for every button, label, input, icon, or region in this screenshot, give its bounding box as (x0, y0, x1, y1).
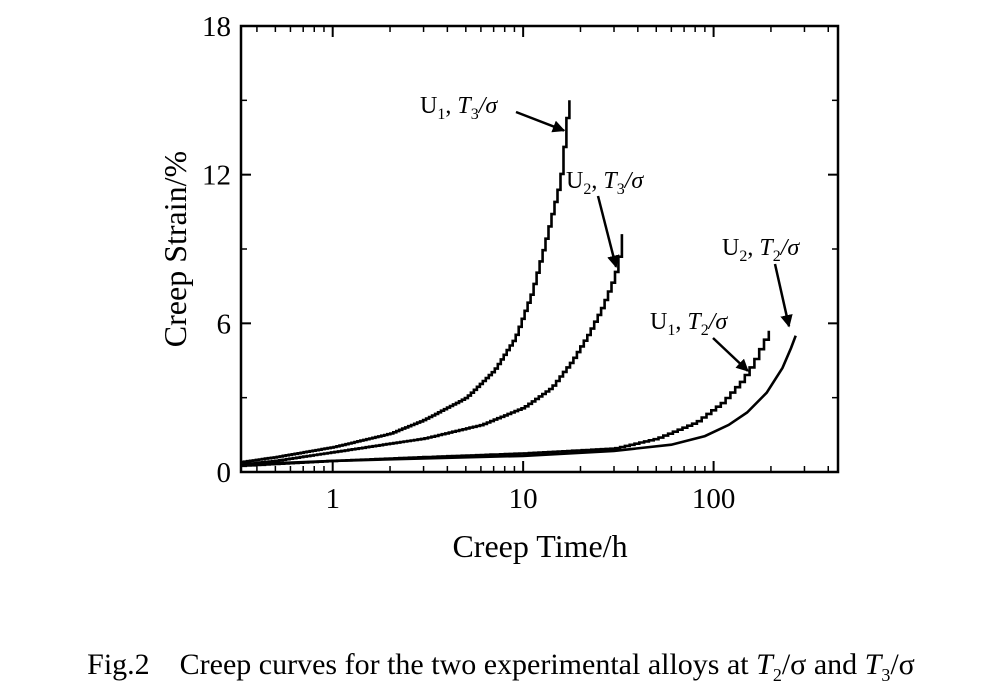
caption-sub-a: 2 (772, 665, 782, 685)
caption-sub-b: 3 (881, 665, 891, 685)
caption-mid: /σ and (781, 648, 865, 681)
series-line-3 (241, 330, 771, 468)
caption-t-var-a: T (756, 648, 773, 681)
x-tick-label: 10 (509, 483, 538, 515)
x-tick-label: 100 (692, 483, 736, 515)
y-tick-label: 18 (202, 11, 231, 43)
series-line-4 (240, 335, 797, 466)
series-line-1 (241, 100, 571, 464)
annotation-arrow-2 (596, 195, 620, 269)
series-annotation-4: U2, T2/σ (722, 235, 800, 265)
annotation-arrow-3 (712, 337, 749, 372)
y-tick-label: 0 (217, 457, 232, 489)
series-annotation-3: U1, T2/σ (650, 309, 728, 339)
figure-caption: Fig.2 Creep curves for the two experiment… (0, 648, 1002, 686)
x-tick-label: 1 (325, 483, 340, 515)
caption-fig-number: Fig.2 (87, 648, 150, 681)
series-annotation-1: U1, T3/σ (420, 93, 498, 123)
series-line-2 (241, 234, 624, 466)
y-tick-label: 12 (202, 160, 231, 192)
y-axis-title: Creep Strain/% (157, 151, 193, 347)
annotation-arrow-4 (773, 263, 793, 328)
caption-text-pre: Creep curves for the two experimental al… (179, 648, 757, 681)
y-tick-label: 6 (217, 308, 232, 340)
x-axis-title: Creep Time/h (452, 528, 627, 564)
caption-t-var-b: T (864, 648, 882, 681)
creep-chart: 0 6 12 18 1 10 100 U1, T3/σ U2, T3/σ U1, T2/σ U2,… (157, 11, 840, 564)
caption-end: /σ (890, 648, 915, 681)
series-annotation-2: U2, T3/σ (566, 168, 644, 198)
annotation-arrow-1 (515, 110, 566, 133)
